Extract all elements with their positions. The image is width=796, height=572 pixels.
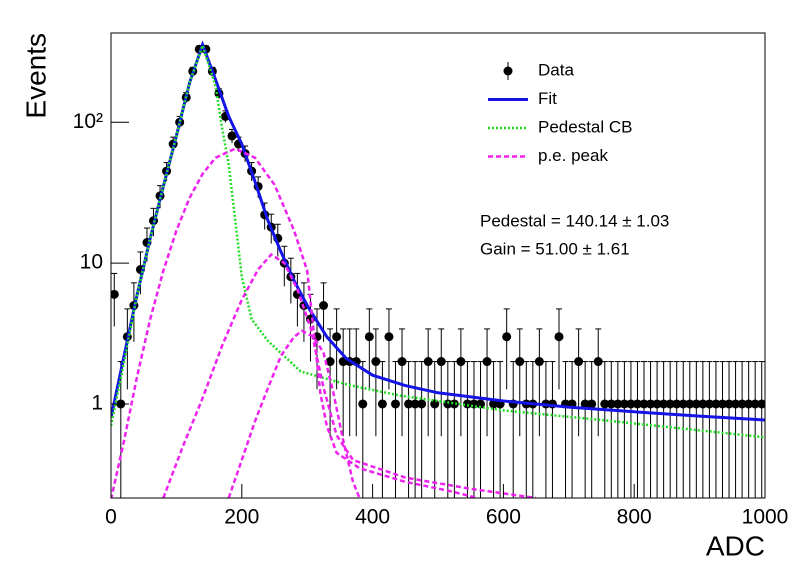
data-point [619,399,629,409]
data-point [384,332,394,342]
data-point [319,301,329,311]
x-tick-label: 600 [486,506,521,529]
data-point [717,399,727,409]
data-point [724,399,734,409]
data-point [443,399,453,409]
data-point [672,399,682,409]
legend-label: p.e. peak [538,146,608,165]
fit-curve [111,41,765,439]
data-point [397,357,407,367]
data-point [377,399,387,409]
legend-label: Fit [538,89,557,108]
data-point [476,399,486,409]
plot-area [111,40,765,498]
data-point [600,399,610,409]
x-tick-label: 800 [617,506,652,529]
data-point [646,399,656,409]
x-tick-label: 400 [355,506,390,529]
data-point [358,399,368,409]
data-point [704,399,714,409]
data-point [489,399,499,409]
x-tick-label: 200 [224,506,259,529]
data-point [371,357,381,367]
annotation: Pedestal = 140.14 ± 1.03 [480,211,669,230]
data-point [462,399,472,409]
data-point [404,399,414,409]
legend-symbol [503,66,513,76]
data-point [626,399,636,409]
data-point [436,357,446,367]
data-point [390,399,400,409]
data-point [685,399,695,409]
data-point [711,399,721,409]
data-point [554,332,564,342]
data-point [698,399,708,409]
data-point [606,399,616,409]
data-point [580,399,590,409]
data-point [417,399,427,409]
x-tick-label: 0 [105,506,117,529]
data-point [410,399,420,409]
y-axis-title: Events [20,33,51,119]
fit-curve [111,147,537,498]
data-point [731,399,741,409]
data-point [534,357,544,367]
data-point [456,357,466,367]
data-point [111,289,119,299]
x-axis-title: ADC [706,530,765,561]
data-point [227,131,237,141]
legend-label: Pedestal CB [538,117,633,136]
data-point [502,332,512,342]
data-point [332,332,342,342]
x-tick-label: 1000 [742,506,789,529]
data-point [691,399,701,409]
y-tick-label: 1 [91,392,103,415]
data-point [678,399,688,409]
data-point [744,399,754,409]
data-point [737,399,747,409]
data-point [757,399,765,409]
y-tick-label: 10² [73,110,103,133]
data-point [665,399,675,409]
data-point [574,357,584,367]
data-point [593,357,603,367]
data-point [423,357,433,367]
data-point [587,399,597,409]
legend-label: Data [538,60,574,79]
data-point [639,399,649,409]
y-tick-label: 10 [80,251,103,274]
data-point [364,332,374,342]
data-point [659,399,669,409]
frame [110,32,766,499]
annotation: Gain = 51.00 ± 1.61 [480,239,630,258]
data-point [482,357,492,367]
data-point [515,357,525,367]
data-point [632,399,642,409]
data-point [449,399,459,409]
data-point [750,399,760,409]
data-point [652,399,662,409]
data-point [325,357,335,367]
data-point [613,399,623,409]
